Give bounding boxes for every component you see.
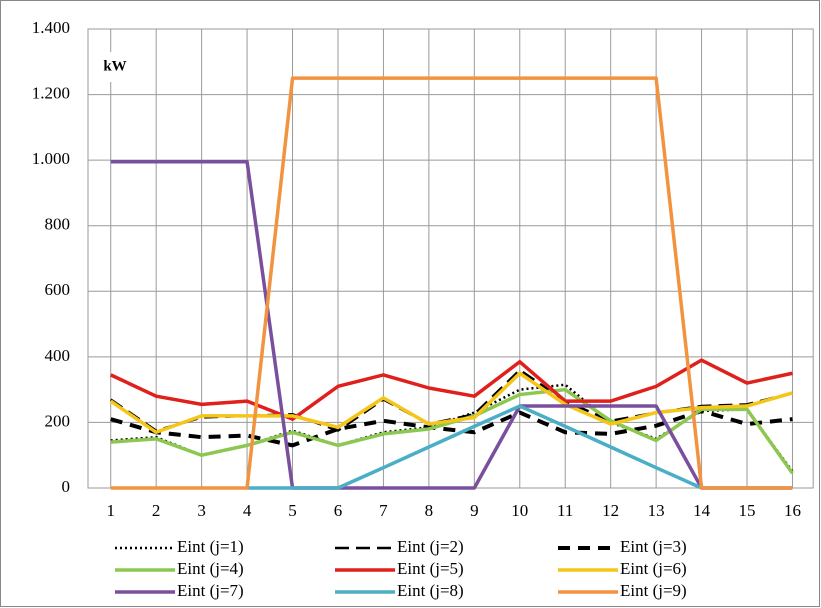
x-tick-label: 1 [106, 501, 115, 520]
x-tick-label: 12 [602, 501, 619, 520]
legend-label: Eint (j=1) [177, 537, 244, 556]
x-tick-label: 14 [693, 501, 711, 520]
legend-label: Eint (j=4) [177, 559, 244, 578]
y-tick-label: 400 [45, 346, 71, 365]
series-line [247, 404, 703, 490]
series-line [110, 160, 793, 490]
x-tick-label: 10 [511, 501, 528, 520]
y-tick-label: 1.000 [32, 149, 70, 168]
unit-box [90, 52, 142, 82]
x-tick-label: 7 [379, 501, 388, 520]
x-tick-label: 13 [648, 501, 665, 520]
legend-label: Eint (j=5) [397, 559, 464, 578]
legend-label: Eint (j=2) [397, 537, 464, 556]
x-tick-label: 6 [334, 501, 343, 520]
legend-label: Eint (j=3) [620, 537, 687, 556]
legend-label: Eint (j=9) [620, 581, 687, 600]
x-tick-label: 8 [425, 501, 434, 520]
x-tick-label: 16 [784, 501, 801, 520]
x-tick-label: 5 [288, 501, 297, 520]
x-tick-label: 9 [470, 501, 479, 520]
unit-label: kW [103, 58, 126, 74]
legend: Eint (j=1) Eint (j=2) Eint (j=3) Eint (j=4)… [115, 537, 687, 600]
y-tick-label: 200 [45, 411, 71, 430]
y-tick-label: 1.400 [32, 18, 70, 37]
y-tick-label: 600 [45, 280, 71, 299]
y-tick-label: 0 [62, 477, 71, 496]
x-tick-label: 3 [197, 501, 206, 520]
plot [109, 76, 794, 490]
x-tick-label: 15 [739, 501, 756, 520]
x-tick-label: 11 [557, 501, 573, 520]
legend-label: Eint (j=7) [177, 581, 244, 600]
x-tick-label: 4 [243, 501, 252, 520]
series-line [110, 408, 793, 448]
series-line [109, 358, 793, 421]
legend-label: Eint (j=8) [397, 581, 464, 600]
y-tick-label: 800 [45, 215, 71, 234]
series-line [110, 76, 793, 490]
series-line [109, 371, 793, 435]
grid [87, 28, 814, 489]
legend-label: Eint (j=6) [620, 559, 687, 578]
x-tick-label: 2 [152, 501, 161, 520]
y-tick-label: 1.200 [32, 83, 70, 102]
